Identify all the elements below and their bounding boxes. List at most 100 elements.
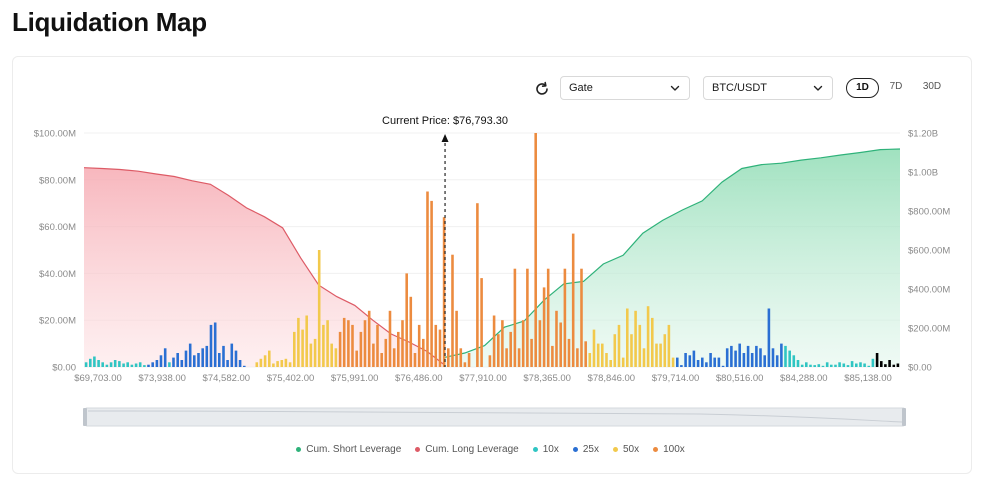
legend-marker: [612, 447, 618, 452]
liquidation-bar-25x: [226, 360, 229, 367]
liquidation-bar-100x: [367, 310, 371, 367]
legend-item[interactable]: 25x: [572, 444, 599, 455]
liquidation-bar-10x: [813, 365, 816, 367]
pair-select[interactable]: BTC/USDT: [703, 76, 833, 100]
liquidation-bar-25x: [176, 353, 179, 367]
liquidation-bar-50x: [313, 338, 317, 367]
legend-label: Cum. Short Leverage: [306, 444, 402, 455]
liquidation-bar-10x: [122, 363, 125, 367]
y-right-tick-label: $0.00: [908, 363, 932, 374]
liquidation-bar-100x: [571, 233, 575, 367]
liquidation-bar-10x: [838, 362, 841, 367]
current-price-label: Current Price: $76,793.30: [382, 115, 508, 127]
liquidation-bar-100x: [422, 338, 425, 367]
liquidation-bar-25x: [709, 353, 712, 367]
legend-item[interactable]: 10x: [532, 444, 559, 455]
liquidation-bar-100x: [492, 315, 496, 367]
liquidation-bar-10x: [834, 364, 837, 367]
y-left-tick-label: $100.00M: [34, 129, 76, 140]
range-slider-preview: [87, 410, 903, 423]
liquidation-bar-10x: [846, 365, 850, 367]
liquidation-bar-10x: [134, 363, 138, 367]
liquidation-bar-undefined: [884, 364, 887, 367]
y-right-tick-label: $1.20B: [908, 129, 938, 140]
liquidation-bar-100x: [376, 324, 379, 367]
range-tab-7d[interactable]: 7D: [889, 81, 903, 92]
liquidation-bar-50x: [596, 343, 600, 367]
liquidation-bar-100x: [463, 362, 467, 367]
legend-marker: [532, 447, 538, 452]
legend-item[interactable]: 100x: [653, 444, 685, 455]
liquidation-bar-10x: [850, 361, 854, 367]
x-tick-label: $84,288.00: [780, 373, 828, 384]
legend-label: 10x: [542, 444, 559, 455]
liquidation-bar-10x: [138, 362, 142, 367]
range-tab-30d[interactable]: 30D: [922, 81, 942, 92]
refresh-icon[interactable]: [533, 80, 551, 98]
liquidation-bar-25x: [218, 353, 221, 367]
liquidation-bar-100x: [563, 268, 567, 367]
liquidation-bar-50x: [671, 357, 675, 367]
liquidation-bar-10x: [84, 362, 88, 367]
legend-label: 100x: [663, 444, 685, 455]
liquidation-bar-10x: [93, 356, 96, 367]
liquidation-bar-25x: [201, 348, 204, 367]
liquidation-bar-50x: [617, 324, 621, 367]
liquidation-bar-100x: [384, 338, 388, 367]
liquidation-bar-100x: [397, 331, 400, 367]
liquidation-bar-50x: [322, 324, 325, 367]
legend-label: 25x: [582, 444, 599, 455]
liquidation-bar-25x: [705, 362, 708, 367]
liquidation-bar-50x: [613, 334, 617, 367]
legend-marker: [572, 447, 578, 452]
liquidation-bar-100x: [401, 320, 404, 367]
liquidation-bar-10x: [168, 362, 171, 367]
liquidation-bar-25x: [222, 345, 225, 367]
range-tab-1d[interactable]: 1D: [846, 78, 879, 98]
chevron-down-icon: [670, 85, 680, 91]
liquidation-bar-50x: [634, 310, 637, 367]
liquidation-bar-50x: [301, 329, 304, 367]
liquidation-bar-50x: [630, 334, 633, 367]
liquidation-bar-25x: [750, 353, 754, 367]
liquidation-bar-25x: [742, 353, 746, 367]
liquidation-bar-50x: [326, 320, 329, 367]
range-slider-handle-right[interactable]: [902, 408, 906, 426]
liquidation-bar-50x: [601, 343, 604, 367]
legend-item[interactable]: Cum. Long Leverage: [415, 444, 519, 455]
legend-marker: [653, 447, 659, 452]
liquidation-bar-50x: [663, 334, 667, 367]
liquidation-bar-50x: [309, 343, 313, 367]
liquidation-bar-10x: [784, 345, 787, 367]
liquidation-bar-100x: [459, 348, 463, 367]
current-price-arrow: [441, 134, 449, 142]
chevron-down-icon: [813, 85, 823, 91]
liquidation-bar-50x: [297, 317, 300, 367]
range-slider-handle-left[interactable]: [83, 408, 87, 426]
liquidation-bar-10x: [817, 364, 821, 367]
liquidation-bar-25x: [717, 357, 721, 367]
liquidation-bar-25x: [688, 355, 692, 367]
liquidation-bar-100x: [342, 317, 346, 367]
liquidation-bar-100x: [451, 254, 454, 367]
liquidation-bar-100x: [405, 273, 408, 367]
liquidation-bar-50x: [259, 358, 263, 367]
exchange-select[interactable]: Gate: [560, 76, 690, 100]
legend-marker: [415, 447, 421, 452]
liquidation-bar-50x: [605, 353, 608, 367]
chart-legend: Cum. Short Leverage Cum. Long Leverage 10x…: [0, 444, 981, 455]
liquidation-bar-25x: [692, 350, 696, 367]
liquidation-bar-25x: [738, 343, 741, 367]
liquidation-bar-25x: [684, 353, 687, 367]
liquidation-bar-10x: [792, 355, 796, 367]
liquidation-bar-100x: [580, 268, 583, 367]
liquidation-bar-100x: [534, 133, 537, 367]
liquidation-bar-100x: [438, 329, 442, 367]
liquidation-bar-10x: [796, 360, 800, 367]
liquidation-bar-100x: [567, 338, 571, 367]
liquidation-bar-100x: [521, 320, 525, 367]
legend-item[interactable]: Cum. Short Leverage: [296, 444, 401, 455]
legend-item[interactable]: 50x: [612, 444, 639, 455]
liquidation-bar-undefined: [888, 360, 891, 367]
liquidation-bar-25x: [184, 350, 188, 367]
